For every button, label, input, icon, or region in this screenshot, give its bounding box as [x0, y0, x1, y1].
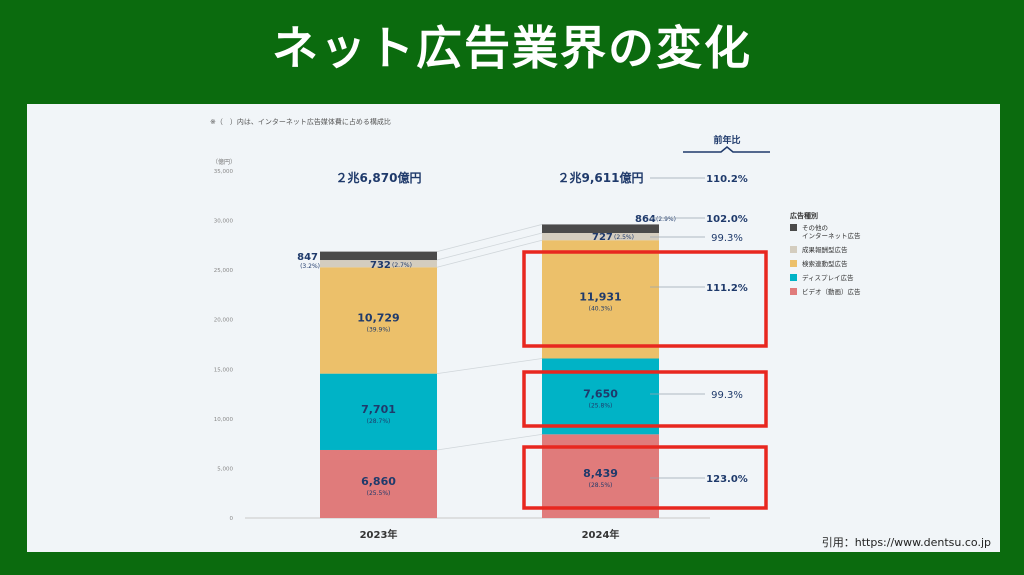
total-label: ２兆9,611億円	[558, 170, 644, 185]
yoy-value: 99.3%	[711, 233, 743, 244]
highlight-box	[522, 445, 768, 510]
bar-segment-2024-3	[542, 232, 659, 241]
yoy-header: 前年比	[713, 134, 740, 146]
legend-title: 広告種別	[790, 211, 818, 220]
legend-swatch	[790, 224, 797, 231]
stacked-bar-chart: 0 5,000 10,000 15,000 20,000 25,000 30,000 35,0…	[214, 134, 861, 541]
legend-label: ビデオ（動画）広告	[802, 287, 861, 296]
page-title: ネット広告業界の変化	[272, 21, 752, 75]
yoy-value: 123.0%	[706, 474, 748, 485]
connector-line	[436, 239, 543, 268]
segment-value-label: 864	[635, 214, 656, 225]
bar-segment-2023-0	[320, 449, 437, 518]
segment-value-label: 7,650	[583, 387, 618, 400]
connector-line	[436, 224, 543, 253]
bar-segment-2023-1	[320, 373, 437, 450]
segment-share-label: (28.5%)	[589, 482, 613, 489]
y-tick-label: 15,000	[214, 367, 234, 373]
legend-swatch	[790, 260, 797, 267]
segment-value-label: 10,729	[357, 311, 399, 324]
bar-segment-2023-4	[320, 251, 437, 261]
yoy-value: 110.2%	[706, 174, 748, 185]
bar-segment-2023-3	[320, 260, 437, 268]
connector-line	[436, 232, 543, 261]
segment-share-label: (25.5%)	[367, 490, 391, 497]
x-tick-label: 2024年	[582, 528, 620, 541]
x-tick-label: 2023年	[360, 528, 398, 541]
segment-share-label: (25.8%)	[589, 402, 613, 409]
yoy-value: 111.2%	[706, 283, 748, 294]
connector-line	[436, 433, 543, 451]
y-tick-label: 35,000	[214, 169, 234, 175]
segment-share-label: (39.9%)	[367, 326, 391, 333]
legend-swatch	[790, 246, 797, 253]
segment-value-label: 8,439	[583, 467, 618, 480]
y-tick-label: 20,000	[214, 318, 234, 324]
citation-text: 引用：https://www.dentsu.co.jp	[821, 536, 991, 549]
y-tick-label: 10,000	[214, 417, 234, 423]
bar-segment-2024-2	[542, 240, 659, 359]
bar-segment-2023-2	[320, 267, 437, 374]
bar-segment-2024-4	[542, 224, 659, 233]
segment-value-label: 6,860	[361, 475, 396, 488]
highlight-box	[522, 370, 768, 428]
segment-share-label: (2.5%)	[614, 234, 634, 241]
segment-share-label: (2.9%)	[656, 216, 676, 223]
y-tick-label: 0	[230, 516, 234, 522]
chart-panel: 0 5,000 10,000 15,000 20,000 25,000 30,000 35,0…	[27, 104, 1000, 552]
highlight-box	[522, 250, 768, 348]
legend-label: その他の	[802, 223, 828, 232]
total-label: ２兆6,870億円	[336, 170, 422, 185]
yoy-value: 99.3%	[711, 390, 743, 401]
segment-share-label: (28.7%)	[367, 418, 391, 425]
segment-value-label: 7,701	[361, 403, 396, 416]
segment-share-label: (3.2%)	[300, 263, 320, 270]
legend-label: ディスプレイ広告	[802, 273, 854, 282]
yoy-value: 102.0%	[706, 214, 748, 225]
legend-swatch	[790, 274, 797, 281]
legend-label: インターネット広告	[802, 231, 861, 240]
legend-label: 成果報酬型広告	[802, 245, 848, 254]
legend-swatch	[790, 288, 797, 295]
y-tick-label: 25,000	[214, 268, 234, 274]
yoy-header-underline	[683, 146, 770, 153]
segment-value-label: 732	[370, 260, 391, 271]
connector-line	[436, 358, 543, 375]
segment-share-label: (2.7%)	[392, 262, 412, 269]
segment-value-label: 727	[592, 232, 613, 243]
segment-share-label: (40.3%)	[589, 305, 613, 312]
y-axis-unit: （億円）	[212, 159, 237, 166]
y-tick-label: 5,000	[217, 466, 233, 472]
segment-value-label: 11,931	[579, 290, 621, 303]
y-tick-label: 30,000	[214, 219, 234, 225]
chart-note: ※（ ）内は、インターネット広告媒体費に占める構成比	[210, 118, 391, 126]
legend-label: 検索連動型広告	[802, 259, 848, 268]
segment-value-label: 847	[297, 252, 318, 263]
